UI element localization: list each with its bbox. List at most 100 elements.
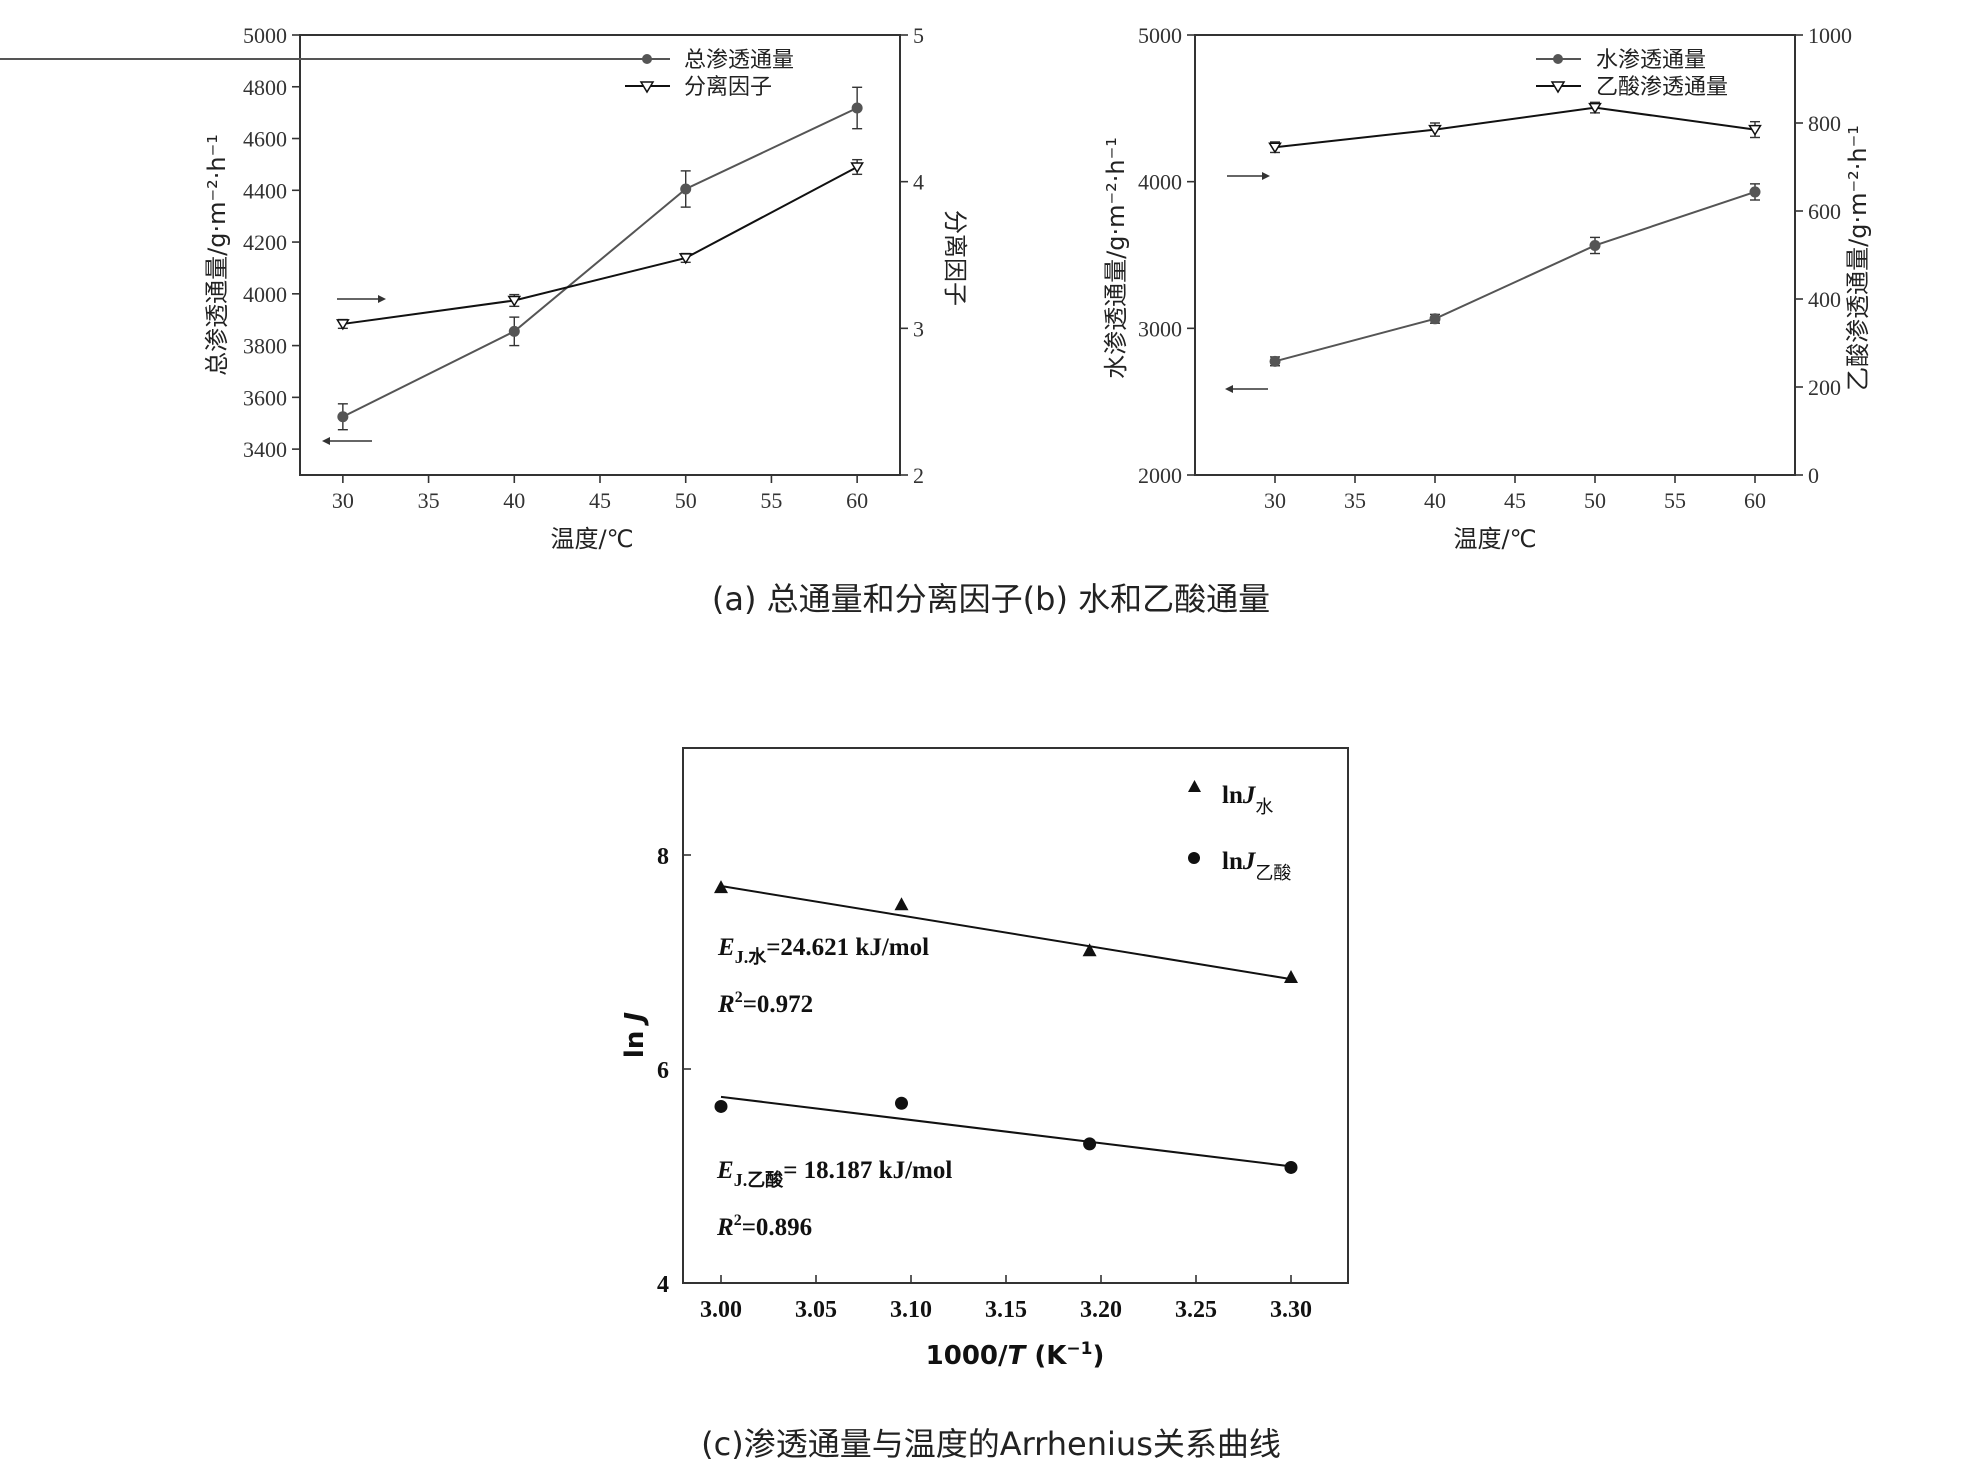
legend-a2-label: 分离因子 — [684, 75, 772, 100]
chart-a-y2tick-label: 4 — [913, 170, 924, 195]
legend-c1-marker — [1188, 780, 1201, 792]
chart-c-fit-line-2 — [720, 1095, 1292, 1168]
legend-b2-label: 乙酸渗透通量 — [1596, 75, 1728, 100]
chart-c-point-acid — [895, 1096, 908, 1110]
chart-a-series-2-point — [850, 158, 864, 176]
chart-b-xlabel: 温度/℃ — [1453, 525, 1536, 553]
chart-b-ylabel: 水渗透通量/g·m⁻²·h⁻¹ — [1102, 137, 1130, 379]
annotation-ej-water: EJ.水=24.621 kJ/mol — [717, 934, 929, 967]
chart-a-series-1-point — [508, 316, 520, 347]
chart-c-xtick-label: 3.10 — [890, 1297, 932, 1323]
chart-c-frame — [682, 747, 1349, 1284]
legend-c2-marker — [1188, 852, 1200, 864]
chart-c-point-acid — [1284, 1160, 1298, 1174]
chart-b: 30 35 40 45 50 55 60 2000 3000 4000 5000 0 200 400 600… — [1102, 23, 1872, 553]
chart-b-ytick-label: 2000 — [1138, 463, 1182, 488]
chart-a-xtick-label: 45 — [589, 488, 611, 513]
chart-c-ytick-label: 4 — [657, 1272, 669, 1298]
chart-c-xlabel: 1000/T (K−1) — [926, 1339, 1105, 1371]
chart-c-ytick-label: 8 — [657, 844, 669, 870]
legend-b1-label: 水渗透通量 — [1596, 48, 1706, 73]
chart-b-frame — [1194, 34, 1796, 476]
chart-b-ytick-label: 3000 — [1138, 316, 1182, 341]
chart-a-ytick-label: 3400 — [243, 437, 287, 462]
chart-a-ytick-label: 4000 — [243, 282, 287, 307]
chart-c-point-water — [1082, 943, 1097, 957]
chart-b-arrow-left — [1225, 385, 1268, 393]
chart-b-xtick-label: 55 — [1664, 488, 1686, 513]
chart-c-legend: lnJ水 lnJ乙酸 — [1188, 780, 1291, 883]
chart-b-series-2-point — [1268, 141, 1282, 154]
chart-a-xtick-label: 30 — [332, 488, 354, 513]
chart-b-xtick-label: 45 — [1504, 488, 1526, 513]
legend-a1-label: 总渗透通量 — [684, 48, 794, 73]
chart-a-arrow-left — [322, 437, 372, 445]
chart-a-xtick-label: 40 — [503, 488, 525, 513]
chart-b-xtick-label: 40 — [1424, 488, 1446, 513]
chart-a-series-1-point — [337, 403, 349, 431]
chart-a-ytick-label: 3800 — [243, 334, 287, 359]
chart-b-xtick-label: 30 — [1264, 488, 1286, 513]
chart-b-ytick-label: 5000 — [1138, 23, 1182, 48]
chart-a-y2label: 分离因子 — [941, 210, 969, 306]
chart-a-xtick-label: 35 — [418, 488, 440, 513]
chart-a-ylabel: 总渗透通量/g·m⁻²·h⁻¹ — [203, 134, 231, 376]
chart-a-ytick-label: 4200 — [243, 230, 287, 255]
chart-c-xtick-label: 3.25 — [1175, 1297, 1217, 1323]
chart-b-y2tick-label: 800 — [1808, 111, 1841, 136]
chart-a-ytick-label: 4400 — [243, 178, 287, 203]
chart-b-y2tick-label: 600 — [1808, 199, 1841, 224]
chart-a-xtick-label: 50 — [675, 488, 697, 513]
chart-b-y2label: 乙酸渗透通量/g·m⁻²·h⁻¹ — [1844, 125, 1872, 391]
chart-a-legend: 总渗透通量 分离因子 — [0, 48, 794, 100]
legend-c1-label: lnJ水 — [1222, 782, 1273, 817]
caption-c: (c)渗透通量与温度的Arrhenius关系曲线 — [701, 1425, 1281, 1463]
chart-c-point-acid — [714, 1099, 728, 1113]
legend-b2-marker — [1550, 81, 1566, 94]
annotation-ej-acid: EJ.乙酸= 18.187 kJ/mol — [716, 1157, 952, 1190]
chart-a: 30 35 40 45 50 55 6034003600380040004200440046… — [0, 23, 969, 553]
chart-b-series-1-line — [1274, 190, 1756, 363]
legend-b1-marker — [1553, 54, 1563, 64]
chart-a-ytick-label: 4800 — [243, 75, 287, 100]
chart-b-legend: 水渗透通量 乙酸渗透通量 — [1536, 48, 1728, 100]
chart-c-point-water — [714, 880, 728, 894]
chart-c-ytick-label: 6 — [657, 1058, 669, 1084]
chart-b-ytick-label: 4000 — [1138, 170, 1182, 195]
chart-a-series-2-line — [342, 166, 858, 325]
chart-b-xtick-label: 35 — [1344, 488, 1366, 513]
chart-a-series-2-point — [507, 293, 522, 308]
chart-a-ytick-label: 3600 — [243, 385, 287, 410]
legend-a2-marker — [639, 81, 655, 94]
legend-c2-label: lnJ乙酸 — [1222, 848, 1291, 883]
chart-b-series-1-point — [1269, 355, 1281, 367]
legend-a1-marker — [642, 54, 652, 64]
chart-c: 3.00 3.05 3.10 3.15 3.20 3.25 3.30 4 6 8 1000/T (… — [620, 747, 1349, 1371]
chart-b-xtick-label: 50 — [1584, 488, 1606, 513]
chart-a-y2tick-label: 5 — [913, 23, 924, 48]
chart-a-y2tick-label: 2 — [913, 463, 924, 488]
chart-b-y2tick-label: 1000 — [1808, 23, 1852, 48]
chart-a-series-2-point — [678, 252, 693, 265]
chart-a-xtick-label: 55 — [760, 488, 782, 513]
chart-a-series-1-point — [851, 86, 863, 130]
chart-a-ylabel-text: 总渗透通量/g·m⁻²·h⁻¹ — [203, 134, 231, 376]
chart-c-point-acid — [1083, 1137, 1097, 1151]
chart-a-frame — [299, 34, 901, 476]
chart-c-point-water — [1284, 969, 1298, 983]
chart-b-series-1-point — [1749, 183, 1761, 201]
chart-c-ylabel: ln J — [620, 1012, 650, 1058]
chart-a-series-1-line — [342, 107, 858, 418]
chart-a-series-2-point — [336, 318, 350, 331]
chart-b-series-2-point — [1748, 120, 1762, 139]
chart-b-y2tick-label: 0 — [1808, 463, 1819, 488]
chart-a-series-1-point — [680, 170, 692, 208]
chart-b-series-1-point — [1429, 313, 1441, 325]
annotation-r2-water: R2=0.972 — [717, 989, 813, 1018]
chart-b-y2tick-label: 400 — [1808, 287, 1841, 312]
chart-c-xtick-label: 3.00 — [700, 1297, 742, 1323]
chart-b-arrow-right — [1227, 172, 1270, 180]
chart-c-xtick-label: 3.30 — [1270, 1297, 1312, 1323]
chart-b-xtick-label: 60 — [1744, 488, 1766, 513]
chart-a-ytick-label: 4600 — [243, 127, 287, 152]
